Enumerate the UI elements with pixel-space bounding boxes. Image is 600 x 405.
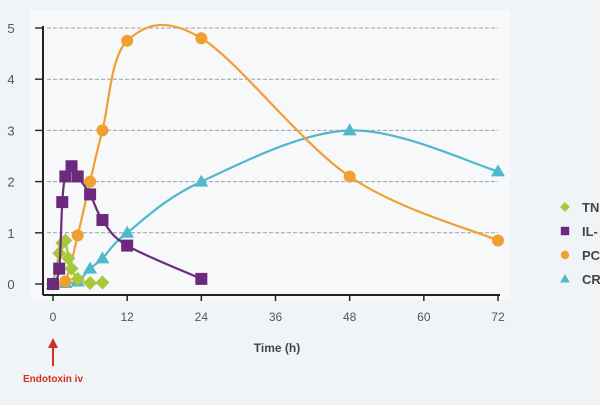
series-square	[47, 160, 208, 290]
legend-label: TN	[582, 200, 599, 215]
data-point	[70, 271, 85, 286]
data-point	[491, 164, 505, 177]
data-point	[194, 174, 209, 187]
data-point	[56, 196, 69, 209]
data-point	[59, 275, 72, 288]
legend-square-icon	[560, 226, 570, 236]
data-point	[121, 239, 134, 252]
series-circle	[47, 23, 504, 290]
data-point	[121, 34, 134, 47]
data-point	[342, 123, 357, 136]
data-point	[71, 170, 84, 183]
x-tick-label: 24	[195, 310, 209, 324]
data-point	[96, 124, 109, 137]
data-point	[59, 170, 72, 183]
x-tick-label: 12	[120, 310, 134, 324]
data-point	[83, 261, 98, 274]
x-axis-label: Time (h)	[254, 341, 300, 355]
y-tick-label: 5	[7, 21, 14, 36]
data-point	[492, 234, 504, 247]
y-tick-label: 4	[7, 72, 14, 87]
legend-item: CR	[560, 272, 600, 287]
legend-item: IL-	[560, 224, 598, 239]
y-tick-label: 3	[7, 123, 14, 138]
data-point	[83, 275, 98, 290]
y-tick-label: 1	[7, 226, 14, 241]
legend-label: CR	[582, 272, 600, 287]
legend-diamond-icon	[560, 202, 570, 212]
data-point	[58, 233, 73, 248]
data-point	[64, 261, 79, 276]
endotoxin-label: Endotoxin iv	[23, 374, 83, 385]
x-tick-label: 36	[269, 310, 283, 324]
data-point	[84, 175, 97, 188]
x-tick-label: 60	[417, 310, 431, 324]
data-point	[65, 160, 78, 173]
data-point	[84, 188, 97, 201]
data-point	[95, 275, 110, 290]
legend-triangle-icon	[560, 274, 570, 283]
data-point	[71, 229, 84, 242]
endotoxin-arrow	[48, 338, 58, 366]
data-point	[195, 272, 208, 285]
legend-label: IL-	[582, 224, 598, 239]
y-tick-label: 2	[7, 175, 14, 190]
legend-item: TN	[560, 200, 599, 215]
data-point	[96, 214, 109, 226]
x-tick-label: 0	[50, 310, 57, 324]
data-point	[343, 170, 356, 183]
x-tick-label: 72	[491, 310, 505, 324]
data-point	[61, 251, 76, 266]
data-point	[47, 278, 59, 290]
data-point	[95, 251, 110, 264]
legend-circle-icon	[560, 250, 570, 260]
y-tick-label: 0	[7, 277, 14, 292]
x-tick-label: 48	[343, 310, 357, 324]
data-point	[195, 32, 208, 45]
data-point	[120, 225, 135, 238]
legend-item: PC	[560, 248, 600, 263]
legend-label: PC	[582, 248, 600, 263]
plot-background	[30, 10, 510, 300]
data-point	[53, 262, 66, 275]
